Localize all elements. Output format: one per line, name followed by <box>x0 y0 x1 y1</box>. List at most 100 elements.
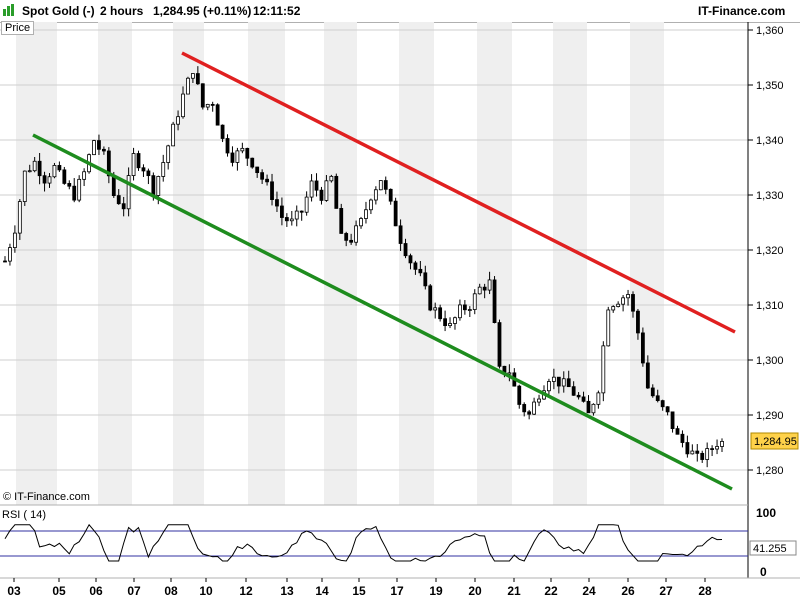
candle <box>522 402 527 417</box>
candle <box>566 370 571 388</box>
copyright-notice: © IT-Finance.com <box>3 491 90 503</box>
candle-body <box>284 217 289 222</box>
candle <box>655 389 660 403</box>
price-tick-label: 1,310 <box>756 300 784 312</box>
candle <box>270 173 274 206</box>
candle-body <box>294 210 299 220</box>
candle <box>359 216 363 229</box>
candle <box>299 210 304 221</box>
candle <box>497 319 502 369</box>
candle-body <box>339 208 344 234</box>
candle <box>126 167 131 217</box>
rsi-line <box>4 523 723 562</box>
rsi-panel-label: RSI ( 14) <box>1 509 48 521</box>
candle <box>131 147 136 181</box>
candle-body <box>324 180 329 201</box>
price-tick-label: 1,300 <box>756 355 784 367</box>
candle-body <box>225 138 230 154</box>
candle <box>354 220 358 246</box>
candle-body <box>354 225 358 243</box>
time-tick-label: 22 <box>544 584 558 598</box>
candle-body <box>433 307 438 311</box>
candle-body <box>280 205 284 218</box>
time-axis: 03 05 06 07 08 10 12 13 14 15 17 19 20 21 22 24 26 27 28 <box>7 578 712 598</box>
candle <box>675 425 680 435</box>
candle-body <box>319 189 324 201</box>
candle-body <box>670 411 675 430</box>
candle <box>443 310 447 332</box>
candle <box>32 156 37 173</box>
day-band <box>477 22 512 505</box>
candle-body <box>314 180 319 191</box>
candle <box>116 189 121 205</box>
candle-body <box>334 175 339 209</box>
candle-body <box>62 169 67 184</box>
last-price-box <box>750 432 799 450</box>
candle-body <box>517 385 522 405</box>
candle <box>556 376 561 394</box>
candle <box>47 173 52 188</box>
candle-body <box>111 175 116 196</box>
candle <box>487 271 492 295</box>
candle <box>12 225 17 253</box>
candle-body <box>690 450 695 455</box>
candle-body <box>497 322 502 367</box>
candle <box>408 253 413 270</box>
candle <box>715 439 719 455</box>
candle <box>121 196 126 217</box>
candle-body <box>650 387 655 397</box>
candle <box>101 146 106 155</box>
candle-body <box>116 195 121 205</box>
candle-body <box>408 255 413 264</box>
candle <box>82 168 87 187</box>
candle <box>284 213 289 227</box>
candle-body <box>265 178 269 183</box>
candle-body <box>685 442 690 455</box>
candle-body <box>304 196 309 213</box>
price-chart[interactable]: 1,280 1,290 1,300 1,310 1,320 1,330 1,340 1,350… <box>0 22 800 600</box>
candle-body <box>428 285 433 311</box>
candle-body <box>665 406 670 413</box>
candle-body <box>52 165 57 178</box>
it-finance-logo-icon <box>2 3 16 17</box>
candle-body <box>220 124 225 139</box>
candle <box>665 406 670 416</box>
candle-body <box>37 160 42 177</box>
candle-body <box>700 452 705 460</box>
candle-body <box>571 386 576 396</box>
candle <box>551 368 556 390</box>
resistance-trendline[interactable] <box>181 51 736 334</box>
candle-body <box>655 395 660 402</box>
candle-body <box>195 73 200 85</box>
candle <box>62 166 67 185</box>
candle <box>92 139 96 156</box>
time-tick-label: 27 <box>659 584 673 598</box>
support-trendline[interactable] <box>32 133 733 491</box>
price-tick-label: 1,280 <box>756 465 784 477</box>
price-tick-label: 1,360 <box>756 25 784 37</box>
time-tick-label: 19 <box>429 584 443 598</box>
candle-body <box>299 210 304 213</box>
candle <box>621 295 626 312</box>
rsi-last-value: 41.255 <box>753 543 787 555</box>
candle <box>507 364 512 382</box>
candle <box>141 164 146 177</box>
candle-body <box>640 332 645 364</box>
candle-body <box>329 175 334 182</box>
candle-body <box>448 323 452 327</box>
candle-body <box>191 73 195 79</box>
candle <box>631 291 635 318</box>
candle-body <box>235 150 240 163</box>
candle-body <box>616 303 621 307</box>
candle <box>230 146 235 167</box>
price-panel-label: Price <box>1 21 35 35</box>
candle <box>453 316 457 330</box>
candle <box>596 390 601 409</box>
time-tick-label: 07 <box>127 584 141 598</box>
candle-body <box>507 372 512 375</box>
candle <box>388 188 393 205</box>
candle <box>482 283 487 299</box>
candle-body <box>527 411 532 415</box>
candle-body <box>215 104 220 126</box>
candle <box>710 445 715 456</box>
